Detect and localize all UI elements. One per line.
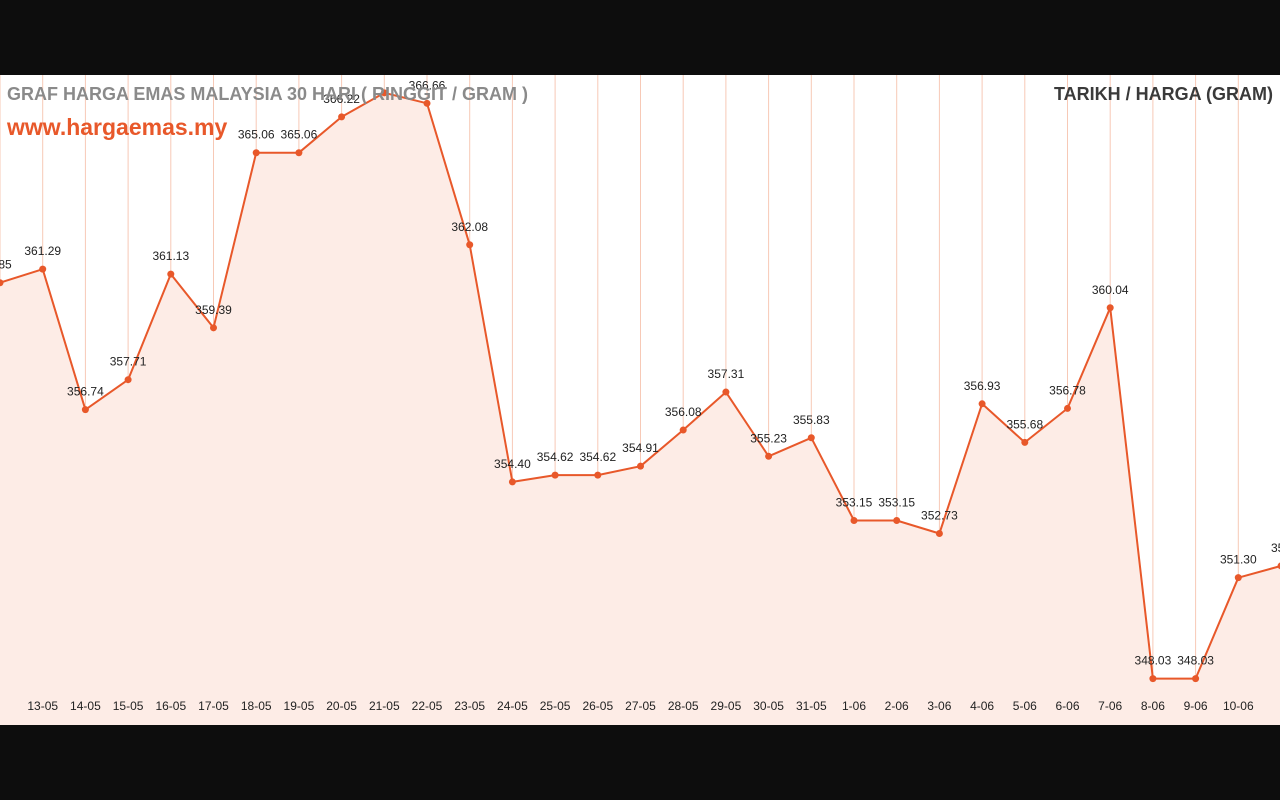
x-tick-label: 30-05 xyxy=(753,699,784,713)
data-point[interactable] xyxy=(466,241,474,249)
data-point[interactable] xyxy=(1064,404,1071,412)
value-label: 366.66 xyxy=(409,78,446,92)
value-label: 356.78 xyxy=(1049,383,1086,397)
x-tick-label: 14-05 xyxy=(70,699,101,713)
value-label: 356.08 xyxy=(665,405,702,419)
value-label: 361.13 xyxy=(152,249,189,263)
x-tick-label: 23-05 xyxy=(454,699,485,713)
value-label: 356.93 xyxy=(964,379,1001,393)
data-point[interactable] xyxy=(338,113,346,121)
value-label: 353.15 xyxy=(836,496,873,510)
data-point[interactable] xyxy=(380,89,388,97)
data-point[interactable] xyxy=(722,388,730,396)
value-label: 362.08 xyxy=(451,220,488,234)
value-label: 355.68 xyxy=(1006,417,1043,431)
data-point[interactable] xyxy=(1149,675,1157,683)
value-label: 355.83 xyxy=(793,413,830,427)
data-point[interactable] xyxy=(423,99,431,107)
value-label: 360.04 xyxy=(1092,283,1129,297)
value-label: 366.22 xyxy=(323,92,360,106)
x-axis-ticks: 13-05 14-05 15-05 16-05 17-05 18-05 19-05 20-05… xyxy=(27,699,1254,713)
value-label: 353.15 xyxy=(878,496,915,510)
x-tick-label: 29-05 xyxy=(711,699,742,713)
value-label: 354.91 xyxy=(622,441,659,455)
chart-title: GRAF HARGA EMAS MALAYSIA 30 HARI ( RINGG… xyxy=(7,84,529,104)
x-tick-label: 25-05 xyxy=(540,699,571,713)
value-label: 352.73 xyxy=(921,508,958,522)
data-point[interactable] xyxy=(81,406,89,414)
site-link[interactable]: www.hargaemas.my xyxy=(7,114,228,140)
value-label: 354.62 xyxy=(537,450,574,464)
value-label: 351 xyxy=(1271,541,1280,555)
data-point[interactable] xyxy=(765,452,773,460)
data-point[interactable] xyxy=(0,279,4,287)
data-point[interactable] xyxy=(1021,438,1029,446)
x-tick-label: 8-06 xyxy=(1141,699,1165,713)
x-tick-label: 10-06 xyxy=(1223,699,1254,713)
x-tick-label: 13-05 xyxy=(27,699,58,713)
value-label: 0.85 xyxy=(0,258,12,272)
data-point[interactable] xyxy=(210,324,217,332)
data-point[interactable] xyxy=(167,270,175,278)
x-tick-label: 9-06 xyxy=(1184,699,1208,713)
x-tick-label: 26-05 xyxy=(582,699,613,713)
value-label: 365.06 xyxy=(281,128,318,142)
value-label: 357.31 xyxy=(708,367,745,381)
value-label: 355.23 xyxy=(750,431,787,445)
data-point[interactable] xyxy=(508,478,516,486)
data-point[interactable] xyxy=(850,517,858,525)
x-tick-label: 22-05 xyxy=(412,699,443,713)
x-tick-label: 31-05 xyxy=(796,699,827,713)
value-label: 359.39 xyxy=(195,303,232,317)
data-point[interactable] xyxy=(124,376,132,384)
data-point[interactable] xyxy=(252,149,260,157)
x-tick-label: 19-05 xyxy=(284,699,315,713)
data-point[interactable] xyxy=(1277,562,1280,570)
x-tick-label: 16-05 xyxy=(155,699,186,713)
value-label: 348.03 xyxy=(1135,654,1172,668)
x-tick-label: 3-06 xyxy=(927,699,951,713)
value-label: 361.29 xyxy=(24,244,61,258)
data-point[interactable] xyxy=(39,265,47,273)
x-tick-label: 20-05 xyxy=(326,699,357,713)
x-tick-label: 27-05 xyxy=(625,699,656,713)
value-label: 354.62 xyxy=(579,450,616,464)
data-point[interactable] xyxy=(978,400,986,408)
data-point[interactable] xyxy=(1234,574,1242,582)
x-tick-label: 4-06 xyxy=(970,699,994,713)
value-labels: 0.85 361.29 356.74 357.71 361.13 359.39 365.06… xyxy=(0,78,1280,667)
x-tick-label: 17-05 xyxy=(198,699,229,713)
gold-price-chart: 0.85 361.29 356.74 357.71 361.13 359.39 365.06… xyxy=(0,75,1280,725)
value-label: 348.03 xyxy=(1177,654,1214,668)
data-point[interactable] xyxy=(679,426,687,434)
price-area-fill xyxy=(0,92,1280,725)
data-point[interactable] xyxy=(295,149,303,157)
value-label: 351.30 xyxy=(1220,553,1257,567)
data-point[interactable] xyxy=(893,517,901,525)
x-tick-label: 6-06 xyxy=(1055,699,1079,713)
x-tick-label: 15-05 xyxy=(113,699,144,713)
data-point[interactable] xyxy=(1106,304,1114,312)
data-point[interactable] xyxy=(594,471,602,479)
x-tick-label: 1-06 xyxy=(842,699,866,713)
chart-panel: 0.85 361.29 356.74 357.71 361.13 359.39 365.06… xyxy=(0,75,1280,725)
x-tick-label: 18-05 xyxy=(241,699,272,713)
value-label: 354.40 xyxy=(494,457,531,471)
data-point[interactable] xyxy=(935,529,943,537)
value-label: 365.06 xyxy=(238,128,275,142)
data-point[interactable] xyxy=(807,434,815,442)
x-tick-label: 21-05 xyxy=(369,699,400,713)
data-points xyxy=(0,89,1280,683)
data-point[interactable] xyxy=(637,462,644,470)
chart-legend: TARIKH / HARGA (GRAM) xyxy=(1054,84,1273,104)
x-tick-label: 28-05 xyxy=(668,699,699,713)
data-point[interactable] xyxy=(1192,675,1200,683)
value-label: 356.74 xyxy=(67,385,104,399)
data-point[interactable] xyxy=(551,471,559,479)
x-tick-label: 24-05 xyxy=(497,699,528,713)
x-tick-label: 7-06 xyxy=(1098,699,1122,713)
x-tick-label: 2-06 xyxy=(885,699,909,713)
value-label: 357.71 xyxy=(110,355,147,369)
x-tick-label: 5-06 xyxy=(1013,699,1037,713)
